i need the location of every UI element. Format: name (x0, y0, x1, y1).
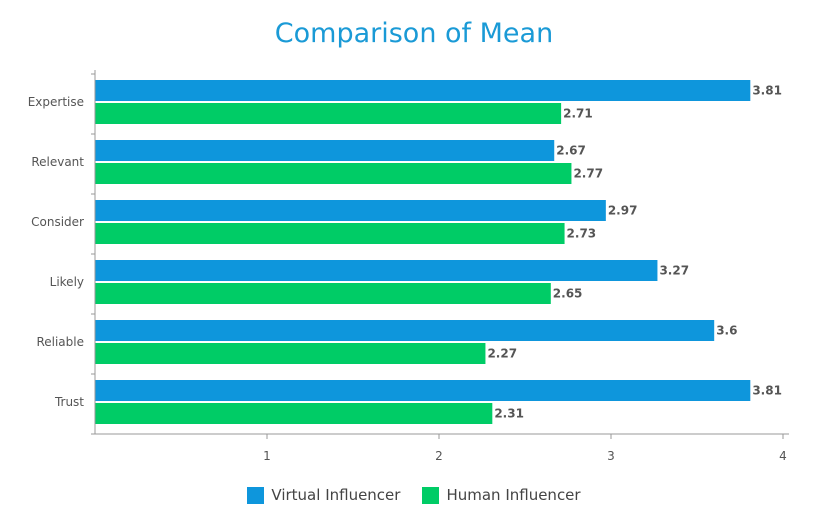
category-label-likely: Likely (50, 275, 84, 289)
bar-human-consider (95, 223, 565, 244)
bar-virtual-likely (95, 260, 658, 281)
data-label-human-expertise: 2.71 (563, 107, 593, 121)
data-label-virtual-trust: 3.81 (752, 384, 782, 398)
data-label-virtual-likely: 3.27 (659, 264, 689, 278)
data-label-human-likely: 2.65 (553, 287, 583, 301)
x-tick-label-2: 2 (435, 449, 443, 463)
legend-item-human[interactable]: Human Influencer (422, 486, 581, 504)
legend-swatch-virtual (247, 486, 265, 504)
x-tick-label-1: 1 (263, 449, 271, 463)
data-label-virtual-reliable: 3.6 (716, 324, 737, 338)
category-label-expertise: Expertise (28, 95, 84, 109)
bar-human-reliable (95, 343, 486, 364)
bar-virtual-relevant (95, 140, 555, 161)
data-label-human-consider: 2.73 (567, 227, 597, 241)
data-label-human-reliable: 2.27 (487, 347, 517, 361)
bar-human-expertise (95, 103, 562, 124)
data-label-virtual-expertise: 3.81 (752, 84, 782, 98)
category-label-relevant: Relevant (31, 155, 84, 169)
bar-virtual-expertise (95, 80, 751, 101)
bar-human-trust (95, 403, 493, 424)
data-label-virtual-relevant: 2.67 (556, 144, 586, 158)
category-label-consider: Consider (31, 215, 84, 229)
category-label-trust: Trust (54, 395, 84, 409)
chart-legend: Virtual Influencer Human Influencer (0, 486, 828, 504)
x-tick-label-4: 4 (779, 449, 787, 463)
bar-virtual-trust (95, 380, 751, 401)
category-label-reliable: Reliable (36, 335, 84, 349)
chart-title: Comparison of Mean (274, 18, 554, 49)
legend-item-virtual[interactable]: Virtual Influencer (247, 486, 400, 504)
legend-swatch-human (422, 486, 440, 504)
bar-virtual-reliable (95, 320, 715, 341)
legend-label-human: Human Influencer (446, 486, 581, 504)
bar-human-relevant (95, 163, 572, 184)
data-label-human-trust: 2.31 (494, 407, 524, 421)
x-tick-label-3: 3 (607, 449, 615, 463)
bar-human-likely (95, 283, 551, 304)
data-label-virtual-consider: 2.97 (608, 204, 638, 218)
bar-virtual-consider (95, 200, 606, 221)
legend-label-virtual: Virtual Influencer (271, 486, 401, 504)
data-label-human-relevant: 2.77 (573, 167, 603, 181)
